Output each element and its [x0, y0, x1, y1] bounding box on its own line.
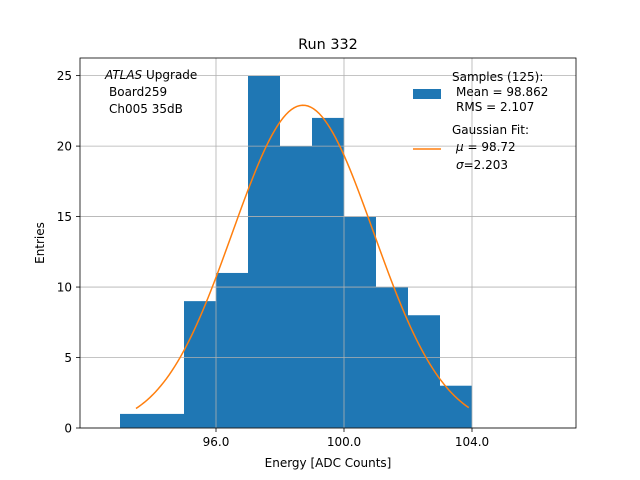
mu-value: = 98.72: [464, 140, 516, 154]
axes-frame: [79, 57, 577, 429]
y-tick-label-5: 20: [57, 140, 72, 154]
legend-samples-swatch: [413, 89, 441, 99]
histogram-bar-4: [248, 75, 280, 428]
annotation-line-3: Ch005 35dB: [109, 102, 183, 116]
histogram-bar-1: [120, 413, 184, 428]
legend-fit-mu: μ = 98.72: [455, 140, 516, 154]
histogram-bar-6: [312, 117, 344, 429]
annotation-line-1: ATLAS Upgrade: [104, 68, 197, 82]
histogram-bar-2: [184, 301, 216, 428]
y-tick-label-1: 0: [64, 422, 72, 436]
legend-fit-sigma: σ=2.203: [456, 158, 508, 172]
upgrade-label: Upgrade: [142, 68, 197, 82]
histogram-bar-7: [344, 216, 376, 428]
y-axis-label: Entries: [33, 222, 47, 264]
y-axis-ticks: 0 5 10 15 20 25: [57, 69, 80, 436]
y-tick-label-4: 15: [57, 210, 72, 224]
histogram-bar-3: [216, 272, 248, 428]
x-axis-ticks: 96.0 100.0 104.0: [203, 428, 489, 449]
legend-samples-mean: Mean = 98.862: [456, 85, 548, 99]
mu-symbol: μ: [455, 140, 464, 154]
y-tick-label-2: 5: [64, 351, 72, 365]
legend-fit-title: Gaussian Fit:: [452, 123, 529, 137]
legend: Samples (125): Mean = 98.862 RMS = 2.107…: [413, 70, 548, 172]
fit-layer: [135, 104, 470, 410]
sigma-value: =2.203: [464, 158, 508, 172]
atlas-label: ATLAS: [104, 68, 143, 82]
chart-title: Run 332: [298, 37, 358, 53]
x-tick-label-3: 104.0: [455, 435, 489, 449]
histogram-bars: [120, 75, 472, 429]
y-tick-label-6: 25: [57, 69, 72, 83]
legend-samples-title: Samples (125):: [452, 70, 543, 84]
y-tick-label-3: 10: [57, 281, 72, 295]
gaussian-fit-curve: [135, 104, 470, 410]
run-annotation: ATLAS Upgrade Board259 Ch005 35dB: [104, 68, 197, 116]
legend-samples-rms: RMS = 2.107: [456, 100, 534, 114]
sigma-symbol: σ: [456, 158, 464, 172]
x-axis-label: Energy [ADC Counts]: [265, 456, 392, 470]
x-tick-label-2: 100.0: [327, 435, 361, 449]
annotation-line-2: Board259: [109, 85, 167, 99]
x-tick-label-1: 96.0: [203, 435, 230, 449]
